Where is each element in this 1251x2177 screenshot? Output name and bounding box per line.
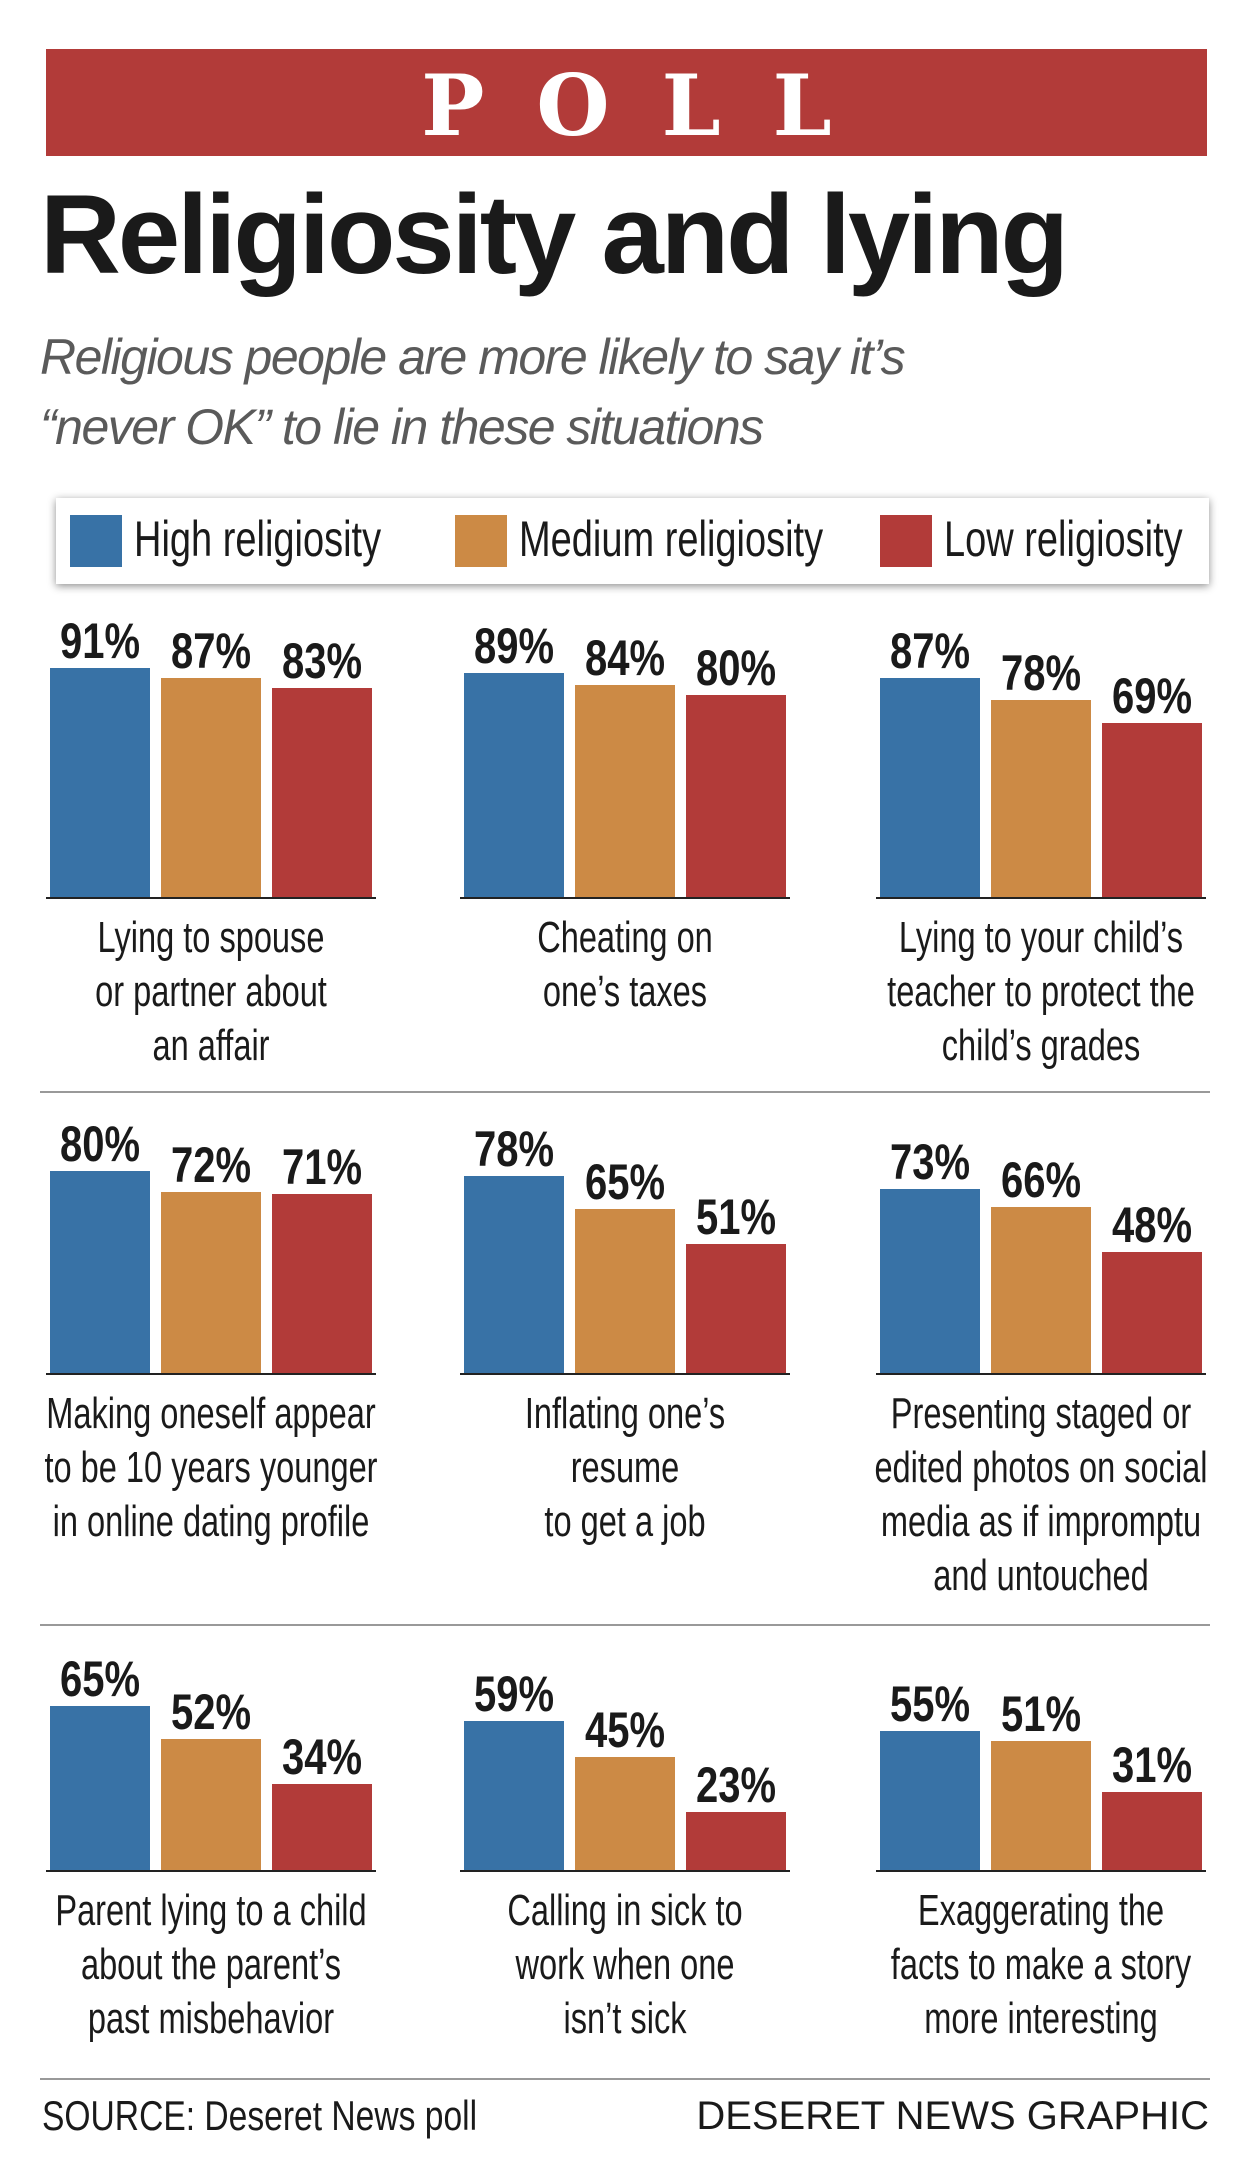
bar (1102, 723, 1202, 897)
category-label: Parent lying to a child about the parent… (55, 1886, 367, 2043)
bar (464, 1176, 564, 1373)
bar (686, 1812, 786, 1870)
bar (161, 1738, 261, 1870)
bar (575, 685, 675, 897)
bar (991, 700, 1091, 897)
bar (50, 1706, 150, 1870)
value-label: 66% (1000, 1151, 1082, 1208)
subtitle: Religious people are more likely to say … (40, 329, 906, 455)
chart-title: Religiosity and lying (40, 172, 1069, 297)
axis-baseline (46, 897, 376, 899)
axis-baseline (460, 1373, 790, 1375)
value-label: 65% (584, 1154, 666, 1211)
legend-swatch (455, 515, 507, 567)
axis-baseline (876, 897, 1206, 899)
value-label: 91% (59, 612, 141, 669)
legend-swatch (880, 515, 932, 567)
value-label: 72% (170, 1136, 252, 1193)
source: SOURCE: Deseret News poll (42, 2092, 478, 2139)
value-label: 55% (889, 1676, 971, 1733)
bar (880, 1731, 980, 1870)
bar (686, 695, 786, 897)
category-label: Making oneself appear to be 10 years you… (44, 1389, 378, 1546)
category-label: Lying to your child’s teacher to protect… (887, 913, 1195, 1070)
category-label: Inflating one’s resume to get a job (524, 1389, 726, 1546)
value-label: 84% (584, 630, 666, 687)
category-label: Calling in sick to work when one isn’t s… (507, 1886, 743, 2043)
value-label: 80% (59, 1116, 141, 1173)
value-label: 45% (584, 1701, 666, 1758)
value-label: 78% (1000, 645, 1082, 702)
category-label: Cheating on one’s taxes (537, 913, 713, 1016)
value-label: 89% (473, 617, 555, 674)
bar (880, 1189, 980, 1373)
category-label: Presenting staged or edited photos on so… (874, 1389, 1208, 1600)
value-label: 69% (1111, 668, 1193, 725)
value-label: 73% (889, 1134, 971, 1191)
kicker-banner (46, 49, 1207, 156)
legend-swatch (70, 515, 122, 567)
bar (686, 1244, 786, 1373)
bar (272, 1784, 372, 1870)
axis-baseline (460, 897, 790, 899)
value-label: 80% (695, 640, 777, 697)
bar (50, 667, 150, 897)
value-label: 51% (695, 1189, 777, 1246)
bar (575, 1756, 675, 1870)
bar (272, 687, 372, 897)
bar (991, 1206, 1091, 1373)
legend-label: Low religiosity (944, 511, 1183, 567)
bar (161, 677, 261, 897)
legend (56, 498, 1209, 584)
value-label: 51% (1000, 1686, 1082, 1743)
axis-baseline (876, 1373, 1206, 1375)
axis-baseline (46, 1870, 376, 1872)
value-label: 78% (473, 1121, 555, 1178)
baseline-rule (40, 2078, 1210, 2080)
value-label: 23% (695, 1757, 777, 1814)
value-label: 52% (170, 1683, 252, 1740)
bar (50, 1171, 150, 1373)
bar (880, 677, 980, 897)
legend-label: Medium religiosity (519, 511, 824, 567)
value-label: 71% (281, 1139, 363, 1196)
baseline-rule (40, 1624, 1210, 1626)
kicker: POLL (421, 56, 884, 155)
axis-baseline (876, 1870, 1206, 1872)
bar (575, 1209, 675, 1373)
bar (161, 1191, 261, 1373)
value-label: 87% (170, 622, 252, 679)
axis-baseline (46, 1373, 376, 1375)
bar (464, 1721, 564, 1870)
axis-baseline (460, 1870, 790, 1872)
value-label: 87% (889, 622, 971, 679)
value-label: 34% (281, 1729, 363, 1786)
category-label: Exaggerating the facts to make a story m… (890, 1886, 1192, 2043)
legend-label: High religiosity (134, 511, 382, 567)
value-label: 59% (473, 1666, 555, 1723)
bar (1102, 1791, 1202, 1870)
bar (464, 672, 564, 897)
value-label: 31% (1111, 1736, 1193, 1793)
category-label: Lying to spouse or partner about an affa… (95, 913, 327, 1070)
bar (272, 1194, 372, 1373)
value-label: 48% (1111, 1197, 1193, 1254)
value-label: 83% (281, 632, 363, 689)
credit: DESERET NEWS GRAPHIC (696, 2094, 1209, 2138)
baseline-rule (40, 1091, 1210, 1093)
bar (991, 1741, 1091, 1870)
bar (1102, 1252, 1202, 1373)
value-label: 65% (59, 1651, 141, 1708)
